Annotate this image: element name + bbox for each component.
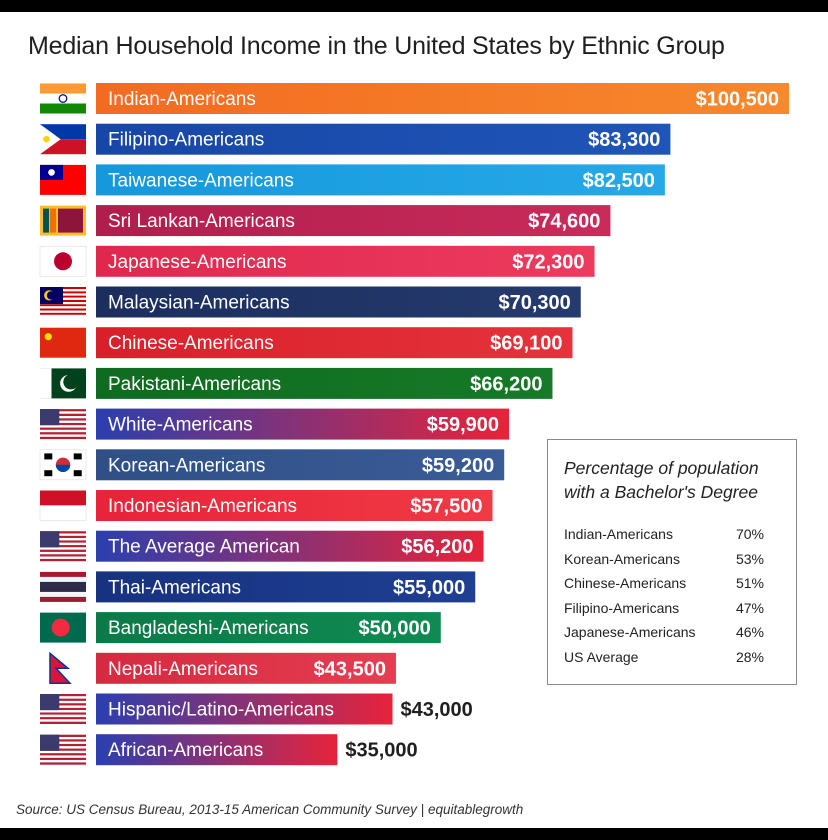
bar [96, 612, 441, 644]
category-label: Filipino-Americans [108, 130, 264, 151]
bangladesh-flag-icon [40, 612, 86, 643]
education-row-value: 46% [735, 624, 764, 640]
category-label: Indonesian-Americans [108, 496, 297, 517]
education-row: Indian-Americans 70% [564, 526, 764, 546]
bar [96, 205, 611, 237]
education-row-label: Korean-Americans [564, 550, 680, 567]
category-label: Thai-Americans [108, 577, 241, 598]
category-label: Indian-Americans [108, 89, 256, 110]
category-label: Malaysian-Americans [108, 293, 290, 314]
education-row-label: Chinese-Americans [564, 575, 687, 591]
value-label: $72,300 [512, 251, 584, 273]
bar [96, 530, 484, 562]
category-label: Japanese-Americans [108, 252, 286, 273]
malaysia-flag-icon [40, 287, 86, 317]
category-label: Bangladeshi-Americans [108, 618, 309, 639]
bar [96, 123, 671, 155]
chart-title: Median Household Income in the United St… [28, 32, 725, 60]
value-label: $83,300 [588, 129, 660, 151]
value-label: $50,000 [358, 618, 430, 640]
sri-lanka-flag-icon [40, 205, 86, 236]
bar [96, 693, 393, 725]
value-label: $70,300 [498, 292, 570, 314]
usa-flag-icon [40, 694, 86, 724]
bar [96, 245, 595, 277]
value-label: $43,500 [314, 658, 386, 680]
category-label: African-Americans [108, 740, 263, 761]
india-flag-icon [40, 83, 86, 114]
bar [96, 571, 476, 603]
nepal-flag-icon [49, 651, 72, 685]
bar [96, 83, 789, 114]
education-row: US Average 28% [564, 649, 764, 669]
usa-flag-icon [40, 409, 86, 440]
value-label: $82,500 [583, 170, 655, 192]
value-label: $66,200 [470, 373, 542, 395]
value-label: $43,000 [401, 699, 473, 721]
value-label: $55,000 [393, 577, 465, 599]
education-row: Japanese-Americans 46% [564, 624, 764, 644]
bar [96, 490, 493, 521]
education-row-label: Japanese-Americans [564, 624, 696, 640]
education-row-label: Filipino-Americans [564, 599, 680, 616]
value-label: $59,900 [427, 414, 499, 436]
bar [96, 449, 505, 481]
category-label: Chinese-Americans [108, 333, 274, 354]
thailand-flag-icon [40, 571, 86, 602]
bar [96, 327, 573, 359]
value-label: $100,500 [696, 89, 779, 111]
bar [96, 367, 553, 399]
indonesia-flag-icon [39, 490, 87, 521]
education-row-value: 51% [735, 575, 764, 591]
bar [96, 164, 665, 196]
education-row-label: US Average [564, 648, 639, 665]
category-label: Sri Lankan-Americans [108, 211, 295, 232]
education-row-value: 47% [735, 599, 764, 616]
education-row-value: 53% [735, 550, 764, 567]
category-label: Pakistani-Americans [108, 374, 281, 395]
value-label: $59,200 [422, 455, 494, 477]
usa-flag-icon [40, 531, 86, 562]
taiwan-flag-icon [40, 164, 86, 195]
usa-flag-icon [40, 734, 86, 765]
philippines-flag-icon [40, 124, 86, 155]
value-label: $57,500 [410, 496, 482, 518]
category-label: Hispanic/Latino-Americans [108, 700, 334, 721]
bar [96, 734, 338, 766]
bar [96, 286, 581, 318]
education-row-value: 28% [735, 648, 764, 665]
education-row: Korean-Americans 53% [564, 551, 764, 571]
south-korea-flag-icon [39, 449, 87, 481]
category-label: Korean-Americans [108, 455, 265, 476]
source-note: Source: US Census Bureau, 2013-15 Americ… [16, 802, 524, 817]
value-label: $69,100 [490, 333, 562, 355]
category-label: The Average American [108, 537, 300, 558]
value-label: $35,000 [345, 740, 417, 762]
education-row-value: 70% [735, 526, 764, 542]
category-label: Nepali-Americans [108, 659, 258, 680]
education-inset-title: Percentage of population with a Bachelor… [564, 458, 759, 502]
education-row: Filipino-Americans 47% [564, 600, 764, 620]
china-flag-icon [40, 327, 86, 358]
bar [96, 408, 510, 440]
category-label: White-Americans [108, 415, 253, 436]
education-inset-box: Percentage of population with a Bachelor… [547, 439, 797, 685]
pakistan-flag-icon [40, 368, 86, 399]
education-row: Chinese-Americans 51% [564, 575, 764, 595]
japan-flag-icon [39, 246, 87, 277]
education-row-label: Indian-Americans [564, 526, 673, 542]
value-label: $74,600 [528, 211, 600, 233]
category-label: Taiwanese-Americans [108, 170, 294, 191]
bar [96, 652, 396, 684]
value-label: $56,200 [401, 536, 473, 558]
